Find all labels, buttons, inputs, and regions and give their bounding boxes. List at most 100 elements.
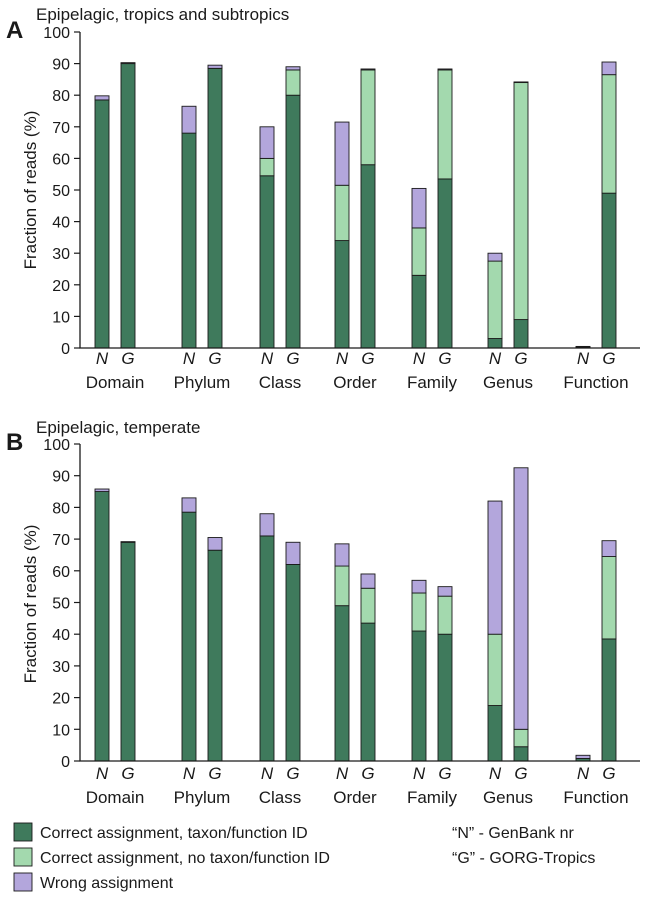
bar-family-g-wrong: [437, 68, 453, 71]
bar-family-g-correct-noid: [437, 595, 453, 635]
y-tick-label: 20: [52, 691, 70, 708]
bar-order-n-correct-id: [334, 240, 350, 349]
bar-function-g-correct-noid: [601, 74, 617, 194]
bar-label-n: N: [96, 349, 109, 368]
bar-class-n-correct-noid: [259, 157, 275, 177]
panel-a: A Epipelagic, tropics and subtropics Fra…: [6, 5, 640, 392]
y-tick-label: 40: [52, 215, 70, 232]
bar-genus-n-correct-noid: [487, 633, 503, 706]
bar-label-n: N: [183, 764, 196, 783]
bar-domain-g-wrong: [120, 541, 136, 543]
bar-phylum-g-wrong: [207, 64, 223, 69]
bar-family-n-correct-noid: [411, 592, 427, 632]
bar-label-n: N: [489, 764, 502, 783]
y-tick-label: 40: [52, 627, 70, 644]
bar-order-n-wrong: [334, 543, 350, 567]
panel-a-letter: A: [6, 17, 23, 44]
panel-b: B Epipelagic, temperate Fraction of read…: [6, 418, 640, 807]
category-label-class: Class: [259, 373, 302, 392]
y-tick-label: 70: [52, 532, 70, 549]
bar-family-g-correct-id: [437, 633, 453, 762]
bar-domain-n-wrong: [94, 488, 110, 493]
bar-label-n: N: [413, 349, 426, 368]
bar-phylum-n-wrong: [181, 497, 197, 513]
bar-family-n-correct-id: [411, 630, 427, 762]
bar-order-g-correct-noid: [360, 69, 376, 166]
legend-note-gorg: “G” - GORG-Tropics: [452, 850, 595, 867]
bar-order-g-wrong: [360, 68, 376, 71]
panel-a-y-axis-label: Fraction of reads (%): [21, 111, 40, 270]
category-label-genus: Genus: [483, 373, 533, 392]
bar-genus-g-correct-noid: [513, 82, 529, 321]
bar-phylum-n-correct-id: [181, 132, 197, 349]
bar-label-n: N: [577, 764, 590, 783]
bar-order-n-wrong: [334, 121, 350, 186]
bar-phylum-g-correct-id: [207, 549, 223, 762]
bar-class-g-correct-id: [285, 564, 301, 762]
y-tick-label: 30: [52, 246, 70, 263]
y-tick-label: 50: [52, 183, 70, 200]
bar-order-n-correct-noid: [334, 565, 350, 607]
bar-family-n-wrong: [411, 579, 427, 594]
bar-family-n-wrong: [411, 187, 427, 229]
bar-label-n: N: [96, 764, 109, 783]
bar-genus-n-correct-id: [487, 338, 503, 349]
category-label-order: Order: [333, 788, 377, 807]
category-label-domain: Domain: [86, 373, 145, 392]
y-tick-label: 100: [43, 25, 70, 42]
panel-a-axes: [79, 32, 640, 349]
category-label-function: Function: [563, 788, 628, 807]
bar-genus-n-wrong: [487, 500, 503, 635]
y-tick-label: 10: [52, 309, 70, 326]
panel-a-y-ticks: 0 10 20 30 40 50 60 70 80 90 100: [43, 25, 80, 358]
bar-class-g-correct-id: [285, 94, 301, 349]
bar-genus-g-wrong: [513, 467, 529, 730]
category-label-phylum: Phylum: [174, 373, 231, 392]
bar-family-g-wrong: [437, 586, 453, 597]
panel-b-y-ticks: 0 10 20 30 40 50 60 70 80 90 100: [43, 437, 80, 771]
bar-family-g-correct-id: [437, 178, 453, 349]
bar-function-g-wrong: [601, 61, 617, 76]
bar-label-n: N: [413, 764, 426, 783]
legend-swatch-wrong: [13, 872, 33, 892]
panel-b-category-labels: Domain Phylum Class Order Family Genus Functio…: [86, 788, 629, 807]
bar-label-g: G: [121, 764, 134, 783]
category-label-class: Class: [259, 788, 302, 807]
y-tick-label: 90: [52, 469, 70, 486]
bar-genus-n-wrong: [487, 252, 503, 262]
y-tick-label: 90: [52, 57, 70, 74]
bar-label-n: N: [261, 349, 274, 368]
bar-order-n-correct-id: [334, 605, 350, 762]
category-label-function: Function: [563, 373, 628, 392]
bar-class-g-correct-noid: [285, 69, 301, 96]
bar-label-g: G: [121, 349, 134, 368]
legend: Correct assignment, taxon/function ID Co…: [13, 822, 595, 892]
bar-family-n-correct-noid: [411, 227, 427, 276]
panel-a-category-labels: Domain Phylum Class Order Family Genus Functio…: [86, 373, 629, 392]
bar-genus-g-correct-noid: [513, 728, 529, 748]
bar-function-g-correct-id: [601, 638, 617, 762]
panel-b-y-axis-label: Fraction of reads (%): [21, 525, 40, 684]
bar-label-g: G: [361, 349, 374, 368]
legend-item-wrong: Wrong assignment: [40, 875, 174, 892]
y-tick-label: 60: [52, 151, 70, 168]
bar-function-g-correct-id: [601, 192, 617, 349]
category-label-domain: Domain: [86, 788, 145, 807]
bar-phylum-g-correct-id: [207, 67, 223, 349]
panel-b-axes: [79, 444, 640, 762]
bar-function-g-wrong: [601, 540, 617, 557]
bar-domain-g-wrong: [120, 62, 136, 65]
category-label-genus: Genus: [483, 788, 533, 807]
y-tick-label: 50: [52, 596, 70, 613]
bar-label-n: N: [577, 349, 590, 368]
legend-item-correct-id: Correct assignment, taxon/function ID: [40, 825, 308, 842]
bar-order-g-correct-id: [360, 164, 376, 349]
bar-class-g-wrong: [285, 66, 301, 71]
bar-class-g-wrong: [285, 541, 301, 565]
panel-a-title: Epipelagic, tropics and subtropics: [36, 5, 289, 24]
bar-label-n: N: [261, 764, 274, 783]
panel-b-bars: [94, 467, 617, 762]
